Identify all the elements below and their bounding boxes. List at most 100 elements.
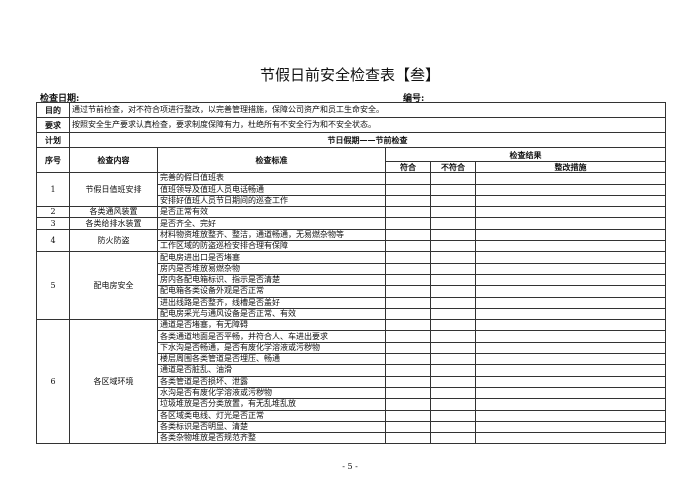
row-standard: 房内各配电箱标识、指示是否清楚 xyxy=(157,273,386,287)
row-standard: 通道是否堵塞，有无障碍 xyxy=(157,319,386,332)
pass-cell[interactable] xyxy=(385,194,431,208)
fail-cell[interactable] xyxy=(430,420,476,434)
row-no: 2 xyxy=(36,206,70,219)
fail-cell[interactable] xyxy=(430,409,476,422)
table-row: 各类杂物堆放是否规范齐整 xyxy=(37,432,667,445)
fail-cell[interactable] xyxy=(430,296,476,309)
fix-cell[interactable] xyxy=(474,330,667,343)
pass-cell[interactable] xyxy=(385,432,431,445)
fix-cell[interactable] xyxy=(474,296,667,309)
row-standard: 配电箱各类设备外观是否正常 xyxy=(157,285,386,298)
purpose-label: 目的 xyxy=(36,102,70,118)
fail-cell[interactable] xyxy=(430,217,476,230)
fix-cell[interactable] xyxy=(474,364,667,377)
pass-cell[interactable] xyxy=(385,183,431,196)
row-no: 4 xyxy=(36,228,70,253)
fail-cell[interactable] xyxy=(430,262,476,275)
plan-label: 计划 xyxy=(36,132,70,148)
fail-cell[interactable] xyxy=(430,375,476,388)
fail-cell[interactable] xyxy=(430,364,476,377)
pass-cell[interactable] xyxy=(385,172,431,185)
row-standard: 各类管道是否损坏、泄露 xyxy=(157,375,386,388)
pass-cell[interactable] xyxy=(385,341,431,355)
fix-cell[interactable] xyxy=(474,251,667,264)
fail-cell[interactable] xyxy=(430,341,476,355)
header-fix: 整改措施 xyxy=(474,160,667,174)
table-row: 1 节假日值班安排 完善的假日值班表 xyxy=(36,172,667,208)
row-no: 1 xyxy=(36,172,70,208)
table-row: 配电房采光与通风设备是否正常、有效 xyxy=(37,307,667,321)
pass-cell[interactable] xyxy=(385,375,431,388)
fix-cell[interactable] xyxy=(474,341,667,355)
fix-cell[interactable] xyxy=(474,398,667,411)
fail-cell[interactable] xyxy=(430,353,476,366)
row-standard: 工作区域的防盗巡检安排合理有保障 xyxy=(157,240,386,253)
pass-cell[interactable] xyxy=(385,364,431,377)
row-standard: 各类通道地面是否平畅，并符合人、车进出要求 xyxy=(157,330,386,343)
table-row: 3 各类给排水装置 是否齐全、完好 xyxy=(36,217,667,230)
fix-cell[interactable] xyxy=(474,228,667,242)
header-no: 序号 xyxy=(36,146,70,174)
fail-cell[interactable] xyxy=(430,330,476,343)
fail-cell[interactable] xyxy=(430,240,476,253)
fix-cell[interactable] xyxy=(474,307,667,321)
pass-cell[interactable] xyxy=(385,240,431,253)
fail-cell[interactable] xyxy=(430,398,476,411)
fix-cell[interactable] xyxy=(474,375,667,388)
fail-cell[interactable] xyxy=(430,251,476,264)
fail-cell[interactable] xyxy=(430,273,476,287)
fix-cell[interactable] xyxy=(474,273,667,287)
fix-cell[interactable] xyxy=(474,386,667,400)
fix-cell[interactable] xyxy=(474,409,667,422)
pass-cell[interactable] xyxy=(385,420,431,434)
fail-cell[interactable] xyxy=(430,183,476,196)
fix-cell[interactable] xyxy=(474,262,667,275)
pass-cell[interactable] xyxy=(385,319,431,332)
fix-cell[interactable] xyxy=(474,432,667,445)
fail-cell[interactable] xyxy=(430,386,476,400)
fix-cell[interactable] xyxy=(474,319,667,332)
fix-cell[interactable] xyxy=(474,420,667,434)
fail-cell[interactable] xyxy=(430,228,476,242)
pass-cell[interactable] xyxy=(385,386,431,400)
fail-cell[interactable] xyxy=(430,319,476,332)
page-title: 节假日前安全检查表【叁】 xyxy=(259,66,440,84)
fail-cell[interactable] xyxy=(430,172,476,185)
header-standard: 检查标准 xyxy=(157,146,386,174)
fix-cell[interactable] xyxy=(474,353,667,366)
row-standard: 值班领导及值班人员电话畅通 xyxy=(157,183,386,196)
pass-cell[interactable] xyxy=(385,285,431,298)
pass-cell[interactable] xyxy=(385,228,431,242)
fix-cell[interactable] xyxy=(474,183,667,196)
fail-cell[interactable] xyxy=(430,285,476,298)
pass-cell[interactable] xyxy=(385,273,431,287)
pass-cell[interactable] xyxy=(385,262,431,275)
pass-cell[interactable] xyxy=(385,307,431,321)
fix-cell[interactable] xyxy=(474,206,667,219)
pass-cell[interactable] xyxy=(385,409,431,422)
pass-cell[interactable] xyxy=(385,296,431,309)
header-content: 检查内容 xyxy=(69,146,158,174)
pass-cell[interactable] xyxy=(385,398,431,411)
row-content: 各类通风装置 xyxy=(69,206,158,219)
pass-cell[interactable] xyxy=(385,217,431,230)
pass-cell[interactable] xyxy=(385,251,431,264)
row-content: 配电房安全 xyxy=(69,251,158,321)
fix-cell[interactable] xyxy=(474,194,667,208)
pass-cell[interactable] xyxy=(385,330,431,343)
row-standard: 进出线路是否整齐，线槽是否盖好 xyxy=(157,296,386,309)
row-standard: 房内是否堆放易燃杂物 xyxy=(157,262,386,275)
fail-cell[interactable] xyxy=(430,194,476,208)
table-row: 2 各类通风装置 是否正常有效 xyxy=(36,206,667,219)
fix-cell[interactable] xyxy=(474,172,667,185)
fix-cell[interactable] xyxy=(474,240,667,253)
row-content: 防火防盗 xyxy=(69,228,158,253)
fail-cell[interactable] xyxy=(430,206,476,219)
fail-cell[interactable] xyxy=(430,432,476,445)
row-standard: 楼层周围各类管道是否埋压、畅通 xyxy=(157,353,386,366)
pass-cell[interactable] xyxy=(385,206,431,219)
pass-cell[interactable] xyxy=(385,353,431,366)
fix-cell[interactable] xyxy=(474,285,667,298)
fix-cell[interactable] xyxy=(474,217,667,230)
fail-cell[interactable] xyxy=(430,307,476,321)
